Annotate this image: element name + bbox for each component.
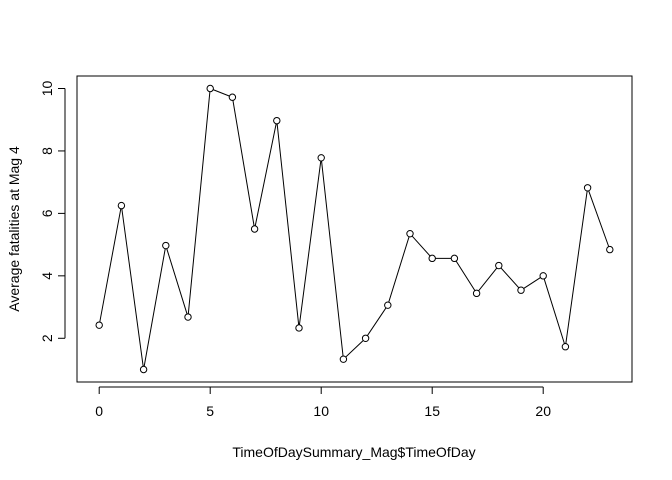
y-tick-label: 2 — [39, 334, 55, 342]
data-point — [539, 272, 547, 280]
data-point — [139, 365, 148, 374]
x-tick-label: 5 — [206, 403, 214, 419]
data-point — [384, 301, 392, 309]
y-tick-label: 6 — [39, 209, 55, 217]
data-point — [583, 184, 592, 192]
data-point — [561, 343, 570, 351]
data-point — [495, 261, 503, 270]
data-point — [206, 84, 214, 93]
data-point — [250, 225, 259, 233]
x-axis: 0 5 10 15 20 — [95, 386, 551, 419]
data-point — [472, 289, 481, 298]
data-point — [361, 334, 370, 342]
x-tick-label: 0 — [95, 403, 103, 419]
data-point — [517, 286, 525, 294]
data-point — [428, 254, 436, 263]
data-point — [184, 313, 192, 321]
series-line — [98, 87, 611, 370]
data-point — [406, 229, 414, 238]
y-tick-label: 10 — [39, 80, 55, 96]
x-tick-label: 15 — [424, 403, 440, 419]
x-tick-label: 10 — [313, 403, 329, 419]
data-point — [317, 154, 325, 162]
y-tick-label: 4 — [39, 272, 55, 280]
data-point — [162, 241, 170, 250]
data-point — [295, 324, 303, 332]
x-tick-label: 20 — [535, 403, 551, 419]
data-point — [606, 245, 614, 254]
y-axis: 2 4 6 8 10 — [39, 80, 66, 342]
data-point — [339, 355, 348, 363]
data-point — [273, 116, 281, 125]
data-point — [117, 201, 126, 210]
data-point — [228, 93, 237, 101]
data-point — [95, 321, 103, 329]
plot-frame — [76, 75, 633, 383]
data-point — [450, 254, 459, 263]
y-tick-label: 8 — [39, 147, 55, 155]
series-layer — [95, 84, 614, 374]
x-axis-label: TimeOfDaySummary_Mag$TimeOfDay — [232, 444, 475, 460]
y-axis-label: Average fatalities at Mag 4 — [6, 146, 22, 312]
